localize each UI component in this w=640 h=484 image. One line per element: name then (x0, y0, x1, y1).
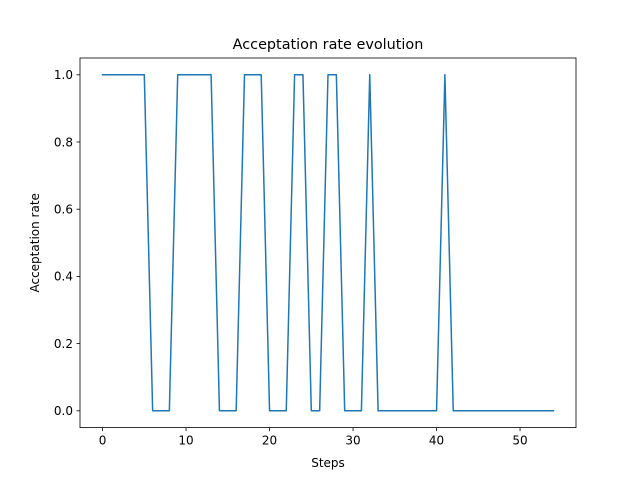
y-tick-label: 0.2 (54, 337, 73, 351)
axes-frame (79, 57, 577, 429)
x-tick-label: 50 (512, 434, 527, 448)
y-tick-label: 0.6 (54, 203, 73, 217)
y-tick-label: 0.0 (54, 404, 73, 418)
x-tick-label: 30 (345, 434, 360, 448)
x-tick-label: 0 (99, 434, 107, 448)
x-axis-label: Steps (311, 456, 345, 470)
x-tick-label: 10 (178, 434, 193, 448)
x-tick-label: 20 (262, 434, 277, 448)
y-axis-label: Acceptation rate (28, 193, 42, 292)
x-tick-label: 40 (429, 434, 444, 448)
y-tick-label: 1.0 (54, 68, 73, 82)
y-tick-label: 0.8 (54, 135, 73, 149)
plot-layer (101, 74, 555, 412)
x-axis: 0 10 20 30 40 50 (99, 427, 528, 448)
y-tick-label: 0.4 (54, 270, 73, 284)
series-line (101, 74, 555, 412)
chart-title: Acceptation rate evolution (233, 37, 424, 53)
y-axis: 0.0 0.2 0.4 0.6 0.8 1.0 (54, 68, 80, 418)
